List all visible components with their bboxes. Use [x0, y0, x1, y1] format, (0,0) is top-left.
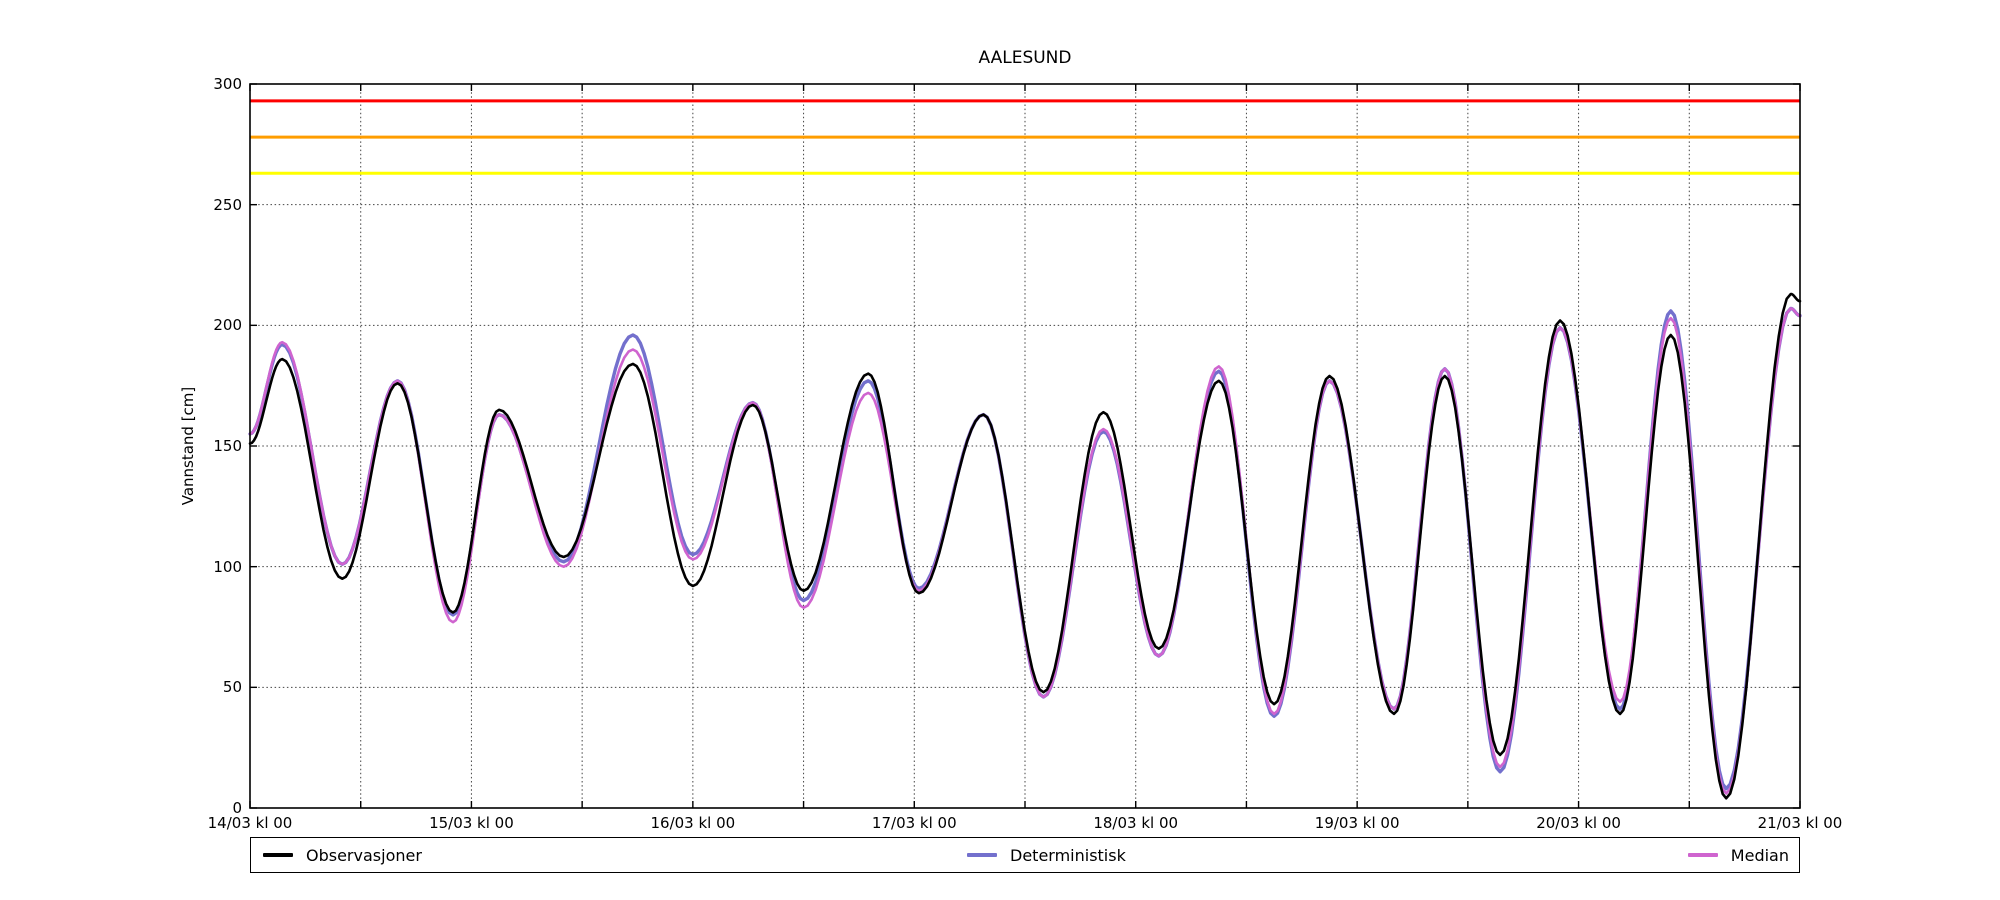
legend-label-observasjoner: Observasjoner	[306, 845, 422, 865]
observasjoner-line-swatch	[263, 853, 293, 857]
x-tick-label: 21/03 kl 00	[1757, 814, 1843, 832]
y-tick-label: 100	[213, 557, 242, 576]
y-tick-label: 50	[222, 678, 242, 697]
x-tick-label: 20/03 kl 00	[1536, 814, 1621, 832]
y-tick-label: 150	[213, 437, 242, 455]
legend: Observasjoner Deterministisk Median	[250, 837, 1800, 873]
y-tick-label: 0	[232, 799, 242, 817]
x-tick-label: 16/03 kl 00	[650, 814, 736, 832]
legend-item-deterministisk: Deterministisk	[967, 838, 1126, 872]
legend-label-median: Median	[1730, 845, 1789, 865]
x-tick-label: 19/03 kl 00	[1314, 814, 1400, 832]
legend-item-observasjoner: Observasjoner	[263, 838, 422, 872]
legend-item-median: Median	[1687, 838, 1789, 872]
x-tick-label: 15/03 kl 00	[429, 814, 514, 832]
y-tick-label: 300	[213, 75, 242, 93]
median-line-swatch	[1687, 853, 1718, 857]
y-tick-label: 250	[213, 195, 242, 214]
deterministisk-line-swatch	[967, 853, 997, 857]
y-tick-label: 200	[213, 316, 242, 335]
x-tick-label: 14/03 kl 00	[207, 814, 293, 832]
legend-label-deterministisk: Deterministisk	[1010, 845, 1126, 865]
x-tick-label: 17/03 kl 00	[871, 814, 957, 832]
x-tick-label: 18/03 kl 00	[1093, 814, 1179, 832]
series-line-observasjoner	[248, 292, 1802, 800]
chart-title: AALESUND	[978, 48, 1072, 68]
